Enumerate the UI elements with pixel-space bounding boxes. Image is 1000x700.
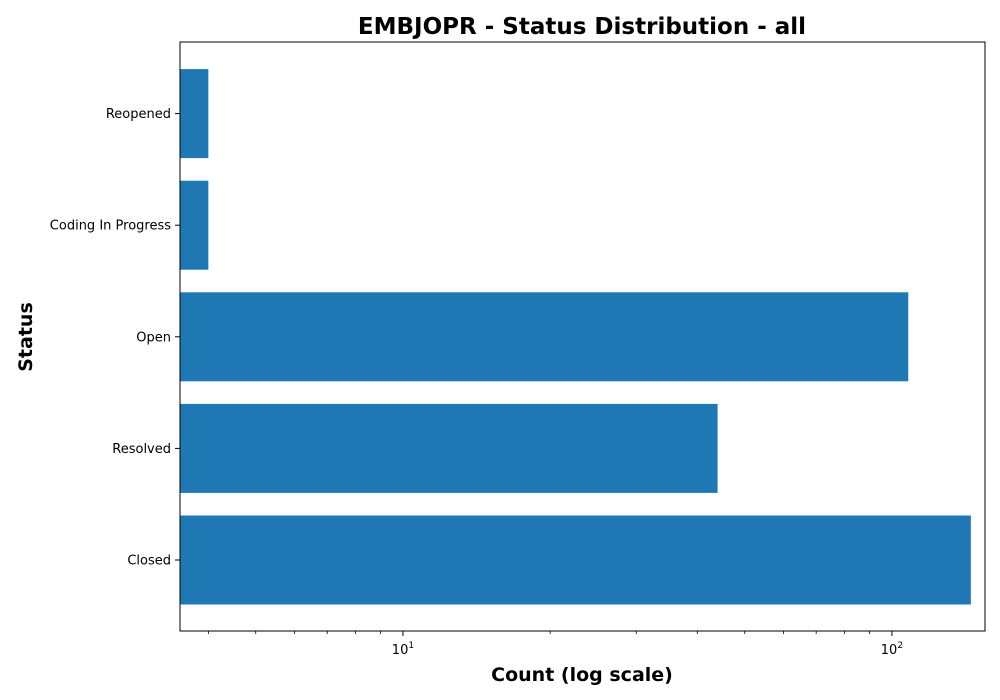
x-tick-label: 101 — [392, 641, 414, 658]
x-axis-title: Count (log scale) — [491, 664, 673, 686]
bar-closed — [180, 515, 971, 605]
x-tick-label: 102 — [881, 641, 903, 658]
y-tick-label: Resolved — [112, 442, 171, 457]
bars — [180, 69, 971, 605]
x-axis: 101 102 — [207, 631, 903, 658]
y-axis-title: Status — [15, 302, 37, 372]
bar-resolved — [180, 403, 718, 493]
y-axis: Closed Resolved Open Coding In Progress Reop… — [50, 107, 180, 569]
y-tick-label: Open — [136, 330, 171, 345]
y-tick-label: Closed — [127, 554, 171, 569]
bar-coding-in-progress — [180, 180, 209, 270]
y-tick-label: Reopened — [106, 107, 171, 122]
chart-title: EMBJOPR - Status Distribution - all — [358, 14, 806, 40]
bar-reopened — [180, 69, 209, 159]
y-tick-label: Coding In Progress — [50, 219, 171, 234]
bar-open — [180, 292, 909, 382]
